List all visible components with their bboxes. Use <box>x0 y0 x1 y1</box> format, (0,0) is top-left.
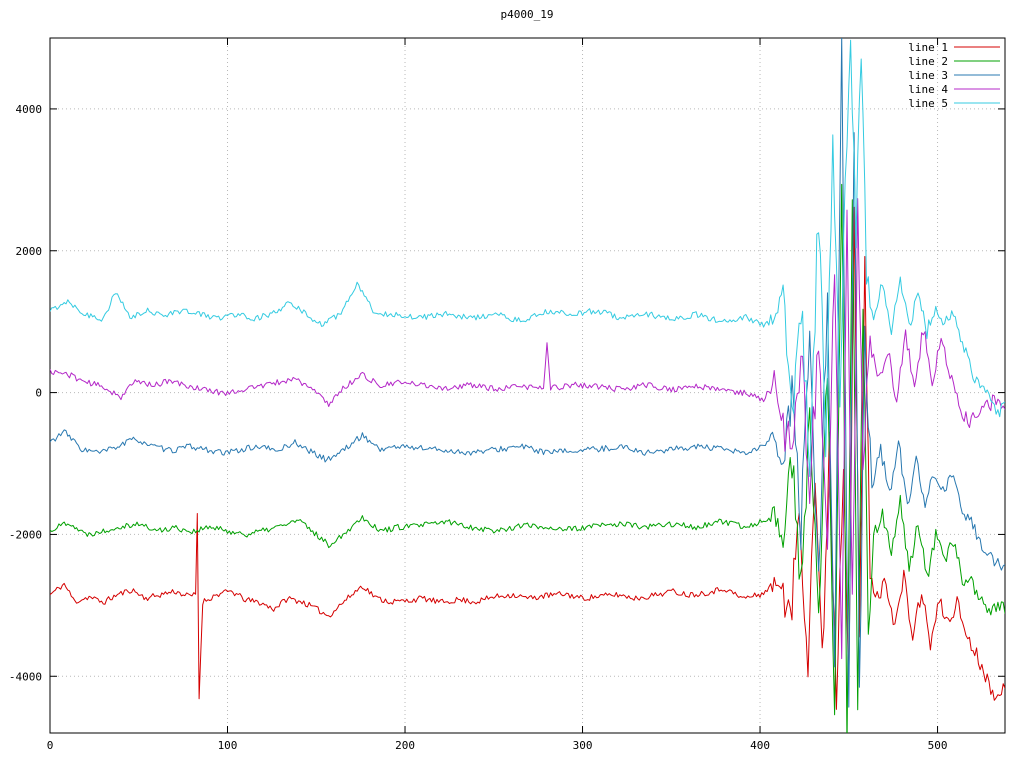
series-line-4 <box>50 198 1005 660</box>
y-tick-label: 4000 <box>16 103 43 116</box>
series-line-1 <box>50 206 1005 710</box>
axis-ticks <box>49 38 1005 733</box>
x-tick-label: 200 <box>395 739 415 752</box>
series-line-5 <box>50 39 1005 477</box>
y-tick-label: 0 <box>35 387 42 400</box>
plot-area: 0 100 200 300 400 500 -4000 -2000 0 2000 4000 line … <box>9 37 1006 752</box>
x-tick-label: 400 <box>750 739 770 752</box>
x-tick-label: 300 <box>573 739 593 752</box>
x-tick-label: 100 <box>218 739 238 752</box>
x-tick-label: 500 <box>928 739 948 752</box>
chart-title: p4000_19 <box>501 8 554 21</box>
legend-label: line 5 <box>908 97 948 110</box>
legend-label: line 3 <box>908 69 948 82</box>
legend-label: line 2 <box>908 55 948 68</box>
y-tick-label: -2000 <box>9 528 42 541</box>
series-line-2 <box>50 183 1005 733</box>
plot-border <box>49 37 1006 734</box>
axis-labels: 0 100 200 300 400 500 -4000 -2000 0 2000 4000 <box>9 103 948 752</box>
x-tick-label: 0 <box>47 739 54 752</box>
series-group <box>50 38 1005 733</box>
y-tick-label: -4000 <box>9 670 42 683</box>
legend-label: line 4 <box>908 83 948 96</box>
y-tick-label: 2000 <box>16 245 43 258</box>
series-line-3 <box>50 38 1005 708</box>
legend-label: line 1 <box>908 41 948 54</box>
